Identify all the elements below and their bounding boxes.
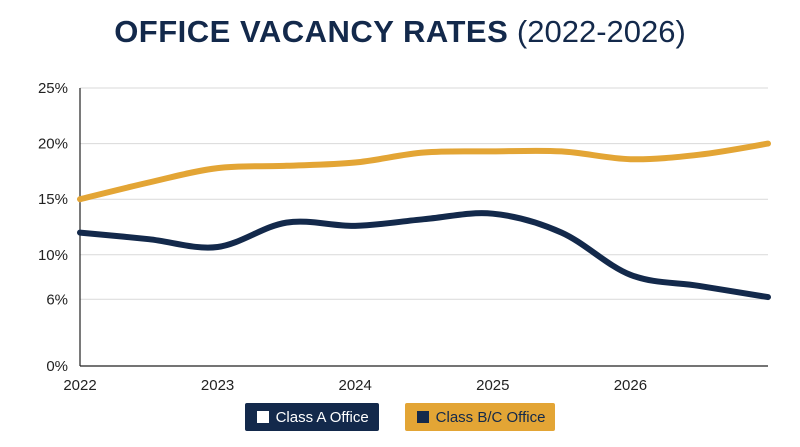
x-tick-label-2025: 2025 [476, 377, 509, 394]
y-tick-label-0: 0% [46, 358, 68, 375]
legend-label-class-a: Class A Office [275, 408, 369, 426]
legend-item-class-bc[interactable]: Class B/C Office [404, 403, 556, 431]
chart-subtitle: (2022-2026) [516, 14, 686, 49]
chart-title-main: OFFICE VACANCY RATES [114, 14, 509, 49]
legend-swatch-class-bc [416, 411, 429, 423]
y-tick-label-20: 20% [38, 136, 68, 153]
legend-label-class-bc: Class B/C Office [435, 408, 546, 426]
series-line-class-a-office [77, 210, 771, 301]
y-tick-label-6: 6% [46, 291, 68, 308]
y-tick-label-10: 10% [38, 247, 68, 264]
legend-item-class-a[interactable]: Class A Office [244, 403, 379, 431]
x-tick-label-2026: 2026 [614, 377, 647, 394]
legend: Class A Office Class B/C Office [0, 403, 800, 431]
x-tick-label-2024: 2024 [339, 377, 372, 394]
y-tick-label-15: 15% [38, 191, 68, 208]
chart-title: OFFICE VACANCY RATES (2022-2026) [0, 14, 800, 50]
y-tick-label-25: 25% [38, 80, 68, 97]
series-line-class-b-c-office [77, 140, 771, 203]
x-tick-label-2022: 2022 [63, 377, 96, 394]
x-tick-label-2023: 2023 [201, 377, 234, 394]
legend-swatch-class-a [256, 411, 269, 423]
